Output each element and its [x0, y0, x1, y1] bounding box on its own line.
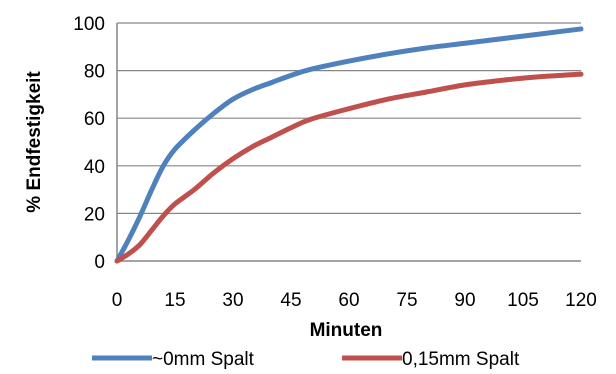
legend: ~0mm Spalt 0,15mm Spalt — [92, 349, 520, 370]
x-tick-label: 15 — [164, 290, 185, 311]
series-line-015mm-spalt — [114, 71, 584, 264]
x-tick-label: 0 — [112, 290, 123, 311]
legend-label-0mm-spalt: ~0mm Spalt — [152, 349, 255, 370]
y-tick-label: 60 — [84, 109, 105, 130]
x-tick-label: 120 — [565, 290, 597, 311]
x-tick-label: 105 — [507, 290, 539, 311]
legend-label-015mm-spalt: 0,15mm Spalt — [402, 349, 520, 370]
y-tick-labels: 0 20 40 60 80 100 — [73, 14, 105, 273]
y-tick-label: 100 — [73, 14, 105, 35]
x-axis-title: Minuten — [310, 320, 383, 341]
axes — [116, 23, 581, 262]
y-tick-label: 80 — [84, 62, 105, 83]
x-tick-label: 75 — [396, 290, 417, 311]
series-line-0mm-spalt — [114, 26, 584, 264]
y-tick-label: 40 — [84, 157, 105, 178]
y-tick-label: 0 — [94, 252, 105, 273]
x-tick-label: 30 — [222, 290, 243, 311]
x-tick-label: 45 — [280, 290, 301, 311]
series-lines — [114, 26, 584, 264]
gridlines — [117, 22, 581, 214]
y-tick-label: 20 — [84, 204, 105, 225]
x-tick-labels: 0 15 30 45 60 75 90 105 120 — [112, 290, 597, 311]
y-axis-title: % Endfestigkeit — [24, 71, 45, 213]
x-tick-label: 60 — [338, 290, 359, 311]
x-tick-label: 90 — [454, 290, 475, 311]
